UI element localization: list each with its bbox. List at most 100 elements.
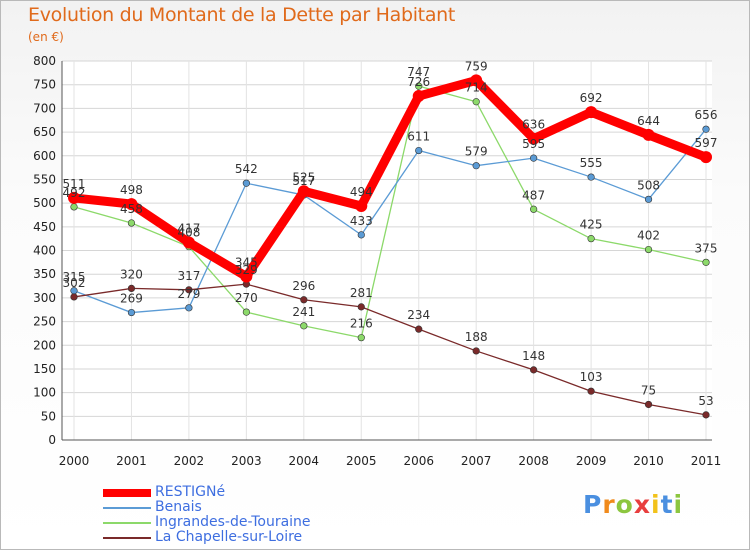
legend-swatch <box>103 522 151 524</box>
legend-label: La Chapelle-sur-Loire <box>155 529 303 545</box>
y-tick-label: 150 <box>33 362 56 376</box>
y-tick-label: 500 <box>33 196 56 210</box>
data-point <box>185 286 193 294</box>
data-point <box>242 179 250 187</box>
data-label: 296 <box>292 279 315 293</box>
y-tick-label: 600 <box>33 149 56 163</box>
proxiti-logo: Proxiti <box>583 490 683 519</box>
x-tick-label: 2007 <box>461 454 492 468</box>
data-label: 279 <box>177 287 200 301</box>
y-tick-label: 550 <box>33 172 56 186</box>
data-point <box>527 132 540 145</box>
data-point <box>127 308 136 317</box>
data-label: 492 <box>63 186 86 200</box>
logo-letter: i <box>673 490 684 519</box>
data-point <box>357 334 365 342</box>
data-label: 408 <box>177 226 200 240</box>
data-point <box>702 125 710 133</box>
data-label: 317 <box>177 269 200 283</box>
data-label: 747 <box>407 65 430 79</box>
data-label: 103 <box>580 370 603 384</box>
data-point <box>587 387 595 395</box>
data-point <box>415 325 423 333</box>
data-point <box>470 74 483 87</box>
x-tick-label: 2009 <box>576 454 607 468</box>
data-point <box>700 151 712 164</box>
data-point <box>68 191 80 204</box>
data-point <box>472 162 480 170</box>
data-label: 234 <box>407 308 430 322</box>
data-point <box>702 411 710 419</box>
y-tick-label: 300 <box>33 291 56 305</box>
data-label: 188 <box>465 330 488 344</box>
y-tick-label: 700 <box>33 101 56 115</box>
data-label: 458 <box>120 202 143 216</box>
data-label: 595 <box>522 137 545 151</box>
data-label: 517 <box>292 174 315 188</box>
y-tick-label: 750 <box>33 78 56 92</box>
logo-letter: o <box>615 490 634 519</box>
series-line-2 <box>73 85 707 339</box>
y-tick-label: 350 <box>33 267 56 281</box>
data-label: 315 <box>63 270 86 284</box>
data-label: 269 <box>120 292 143 306</box>
data-label: 216 <box>350 317 373 331</box>
logo-letter: r <box>602 490 616 519</box>
x-tick-label: 2004 <box>289 454 320 468</box>
data-point <box>644 195 653 203</box>
data-point <box>357 303 365 311</box>
data-label: 555 <box>580 156 603 170</box>
data-point <box>642 128 655 141</box>
data-label: 759 <box>465 59 488 73</box>
x-tick-label: 2005 <box>346 454 377 468</box>
data-label: 656 <box>695 108 718 122</box>
y-tick-label: 0 <box>48 433 56 447</box>
data-point <box>530 154 538 162</box>
x-tick-label: 2011 <box>691 454 722 468</box>
y-tick-label: 800 <box>33 54 56 68</box>
data-point <box>472 98 480 106</box>
y-tick-label: 100 <box>33 386 56 400</box>
logo-letter: i <box>651 490 661 519</box>
data-label: 75 <box>641 383 656 397</box>
data-label: 433 <box>350 214 373 228</box>
chart-title: Evolution du Montant de la Dette par Hab… <box>28 4 456 26</box>
data-point <box>587 173 595 181</box>
data-label: 281 <box>350 286 373 300</box>
data-label: 270 <box>235 291 258 305</box>
data-point <box>412 90 425 103</box>
legend-label: Ingrandes-de-Touraine <box>155 514 311 530</box>
data-point <box>702 258 710 266</box>
data-label: 597 <box>695 136 718 150</box>
data-label: 345 <box>235 256 258 270</box>
data-label: 425 <box>580 218 603 232</box>
data-label: 511 <box>63 177 86 191</box>
logo-letter: x <box>633 490 651 519</box>
logo-letter: P <box>583 490 603 519</box>
data-point <box>127 284 136 293</box>
data-label: 402 <box>637 229 660 243</box>
x-tick-label: 2001 <box>116 454 147 468</box>
data-point <box>300 322 308 330</box>
data-label: 714 <box>465 81 488 95</box>
x-tick-label: 2000 <box>59 454 90 468</box>
data-point <box>127 219 136 227</box>
data-point <box>182 236 195 249</box>
data-point <box>415 146 423 155</box>
data-point <box>70 293 78 301</box>
x-tick-label: 2008 <box>518 454 549 468</box>
data-label: 494 <box>350 185 373 199</box>
data-point <box>355 199 368 212</box>
data-point <box>357 231 365 239</box>
data-point <box>297 185 310 198</box>
data-label: 692 <box>580 91 603 105</box>
data-label: 498 <box>120 183 143 197</box>
data-label: 53 <box>698 394 713 408</box>
data-label: 329 <box>235 263 258 277</box>
data-point <box>472 347 480 355</box>
data-label: 636 <box>522 118 545 132</box>
data-point <box>300 296 308 304</box>
data-label: 542 <box>235 162 258 176</box>
series-line-0 <box>69 75 711 282</box>
x-tick-label: 2006 <box>403 454 434 468</box>
